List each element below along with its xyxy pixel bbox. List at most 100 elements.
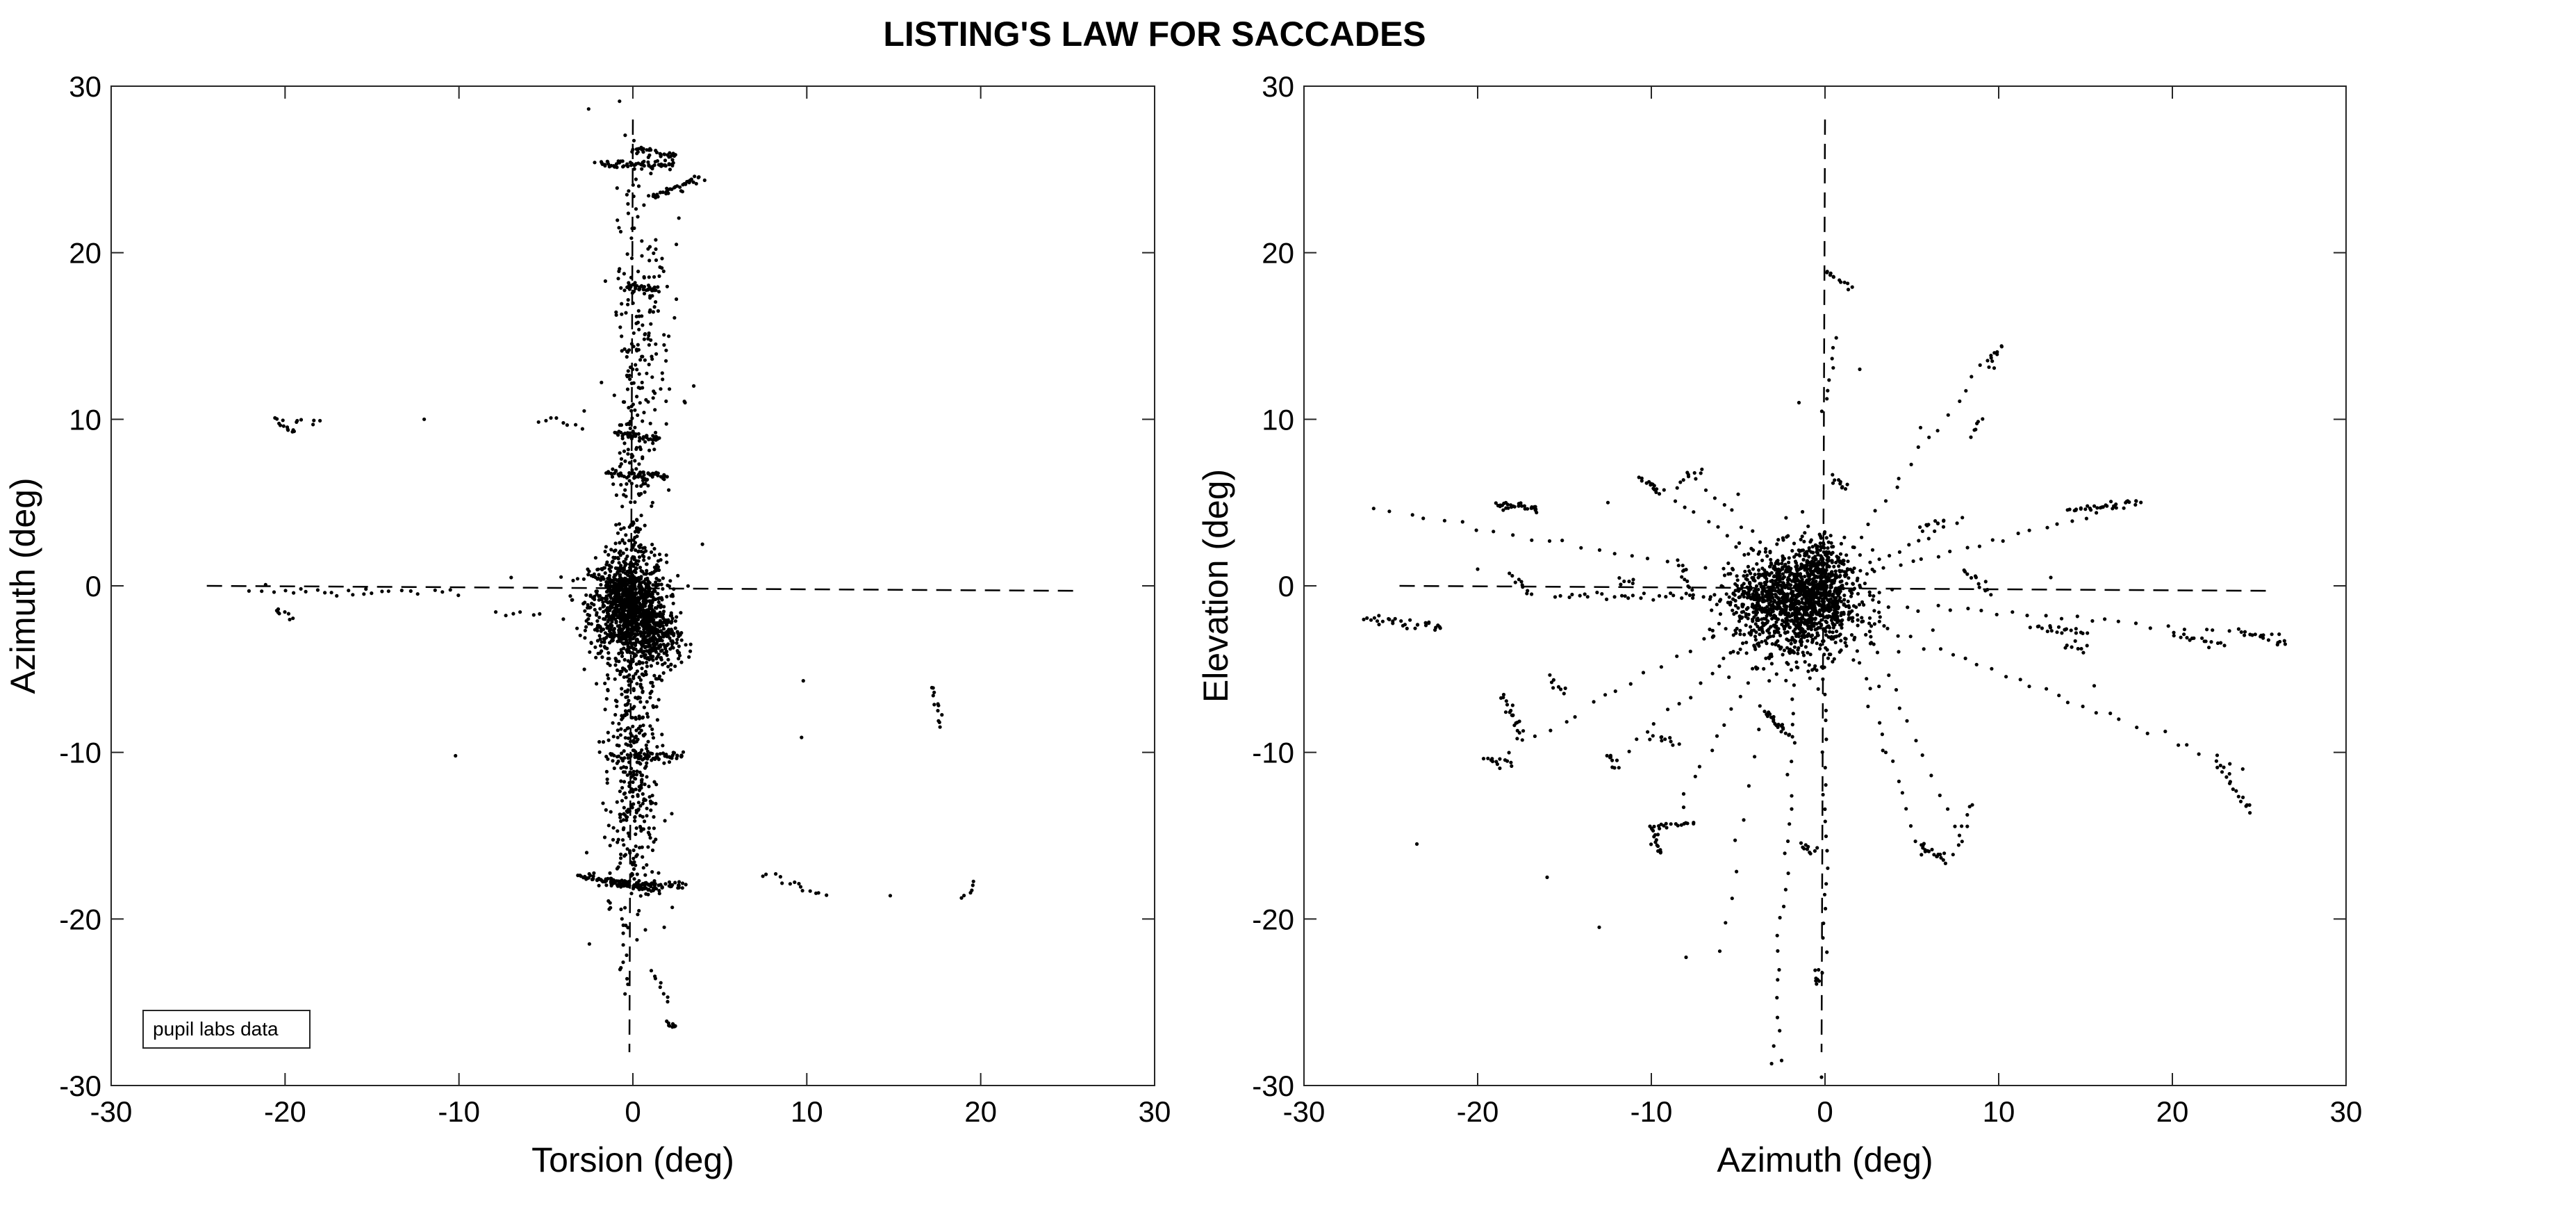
data-point — [1806, 650, 1810, 655]
data-point — [1826, 866, 1830, 870]
data-point — [686, 584, 691, 588]
data-point — [1815, 588, 1819, 592]
data-point — [1530, 592, 1534, 596]
data-point — [622, 854, 627, 858]
data-point — [1731, 608, 1735, 612]
data-point — [623, 906, 627, 910]
data-point — [1630, 581, 1635, 586]
data-point — [616, 829, 620, 833]
data-point — [2240, 767, 2245, 771]
data-point — [1833, 596, 1838, 600]
data-point — [1833, 569, 1838, 573]
data-point — [618, 159, 623, 163]
data-point — [1753, 638, 1758, 642]
data-point — [1833, 576, 1838, 580]
data-point — [1820, 560, 1824, 564]
data-point — [1769, 1061, 1774, 1066]
data-point — [1957, 833, 1962, 837]
data-point — [618, 325, 622, 329]
data-point — [629, 892, 634, 896]
data-point — [1764, 656, 1768, 660]
data-point — [1782, 904, 1786, 908]
data-point — [1770, 616, 1774, 621]
data-point — [1391, 619, 1395, 623]
data-point — [2045, 525, 2049, 530]
data-point — [633, 459, 637, 463]
data-point — [654, 247, 658, 252]
data-point — [1615, 758, 1619, 762]
data-point — [659, 164, 663, 168]
data-point — [1652, 824, 1656, 828]
data-point — [637, 472, 641, 476]
data-point — [645, 714, 650, 719]
data-point — [399, 589, 404, 593]
data-point — [622, 441, 627, 445]
data-point — [1827, 572, 1831, 576]
data-point — [1502, 501, 1506, 506]
data-point — [632, 167, 636, 171]
data-point — [670, 812, 674, 816]
data-point — [596, 651, 600, 655]
data-point — [936, 703, 941, 707]
data-point — [938, 725, 942, 729]
data-point — [627, 614, 631, 619]
data-point — [1635, 737, 1639, 742]
data-point — [666, 995, 670, 999]
data-point — [1921, 844, 1925, 848]
data-point — [654, 580, 658, 584]
data-point — [675, 297, 679, 302]
data-point — [618, 612, 622, 616]
data-point — [626, 982, 630, 986]
data-point — [657, 871, 661, 875]
data-point — [621, 551, 625, 555]
data-point — [1809, 634, 1813, 639]
data-point — [641, 723, 645, 728]
data-point — [1794, 582, 1798, 587]
data-point — [1775, 578, 1780, 582]
data-point — [1839, 600, 1843, 604]
data-point — [631, 331, 636, 335]
data-point — [1387, 509, 1392, 514]
data-point — [1710, 628, 1715, 633]
data-point — [673, 881, 677, 885]
y-tick-label: -10 — [1252, 737, 1294, 769]
data-point — [1767, 631, 1772, 635]
data-point — [1819, 409, 1824, 413]
data-point — [1861, 619, 1865, 623]
data-point — [679, 755, 684, 759]
data-point — [1815, 846, 1819, 850]
data-point — [616, 218, 620, 222]
data-point — [1676, 824, 1680, 828]
data-point — [631, 867, 636, 871]
data-point — [624, 695, 628, 699]
data-point — [634, 445, 639, 450]
data-point — [1919, 557, 1923, 562]
data-point — [599, 644, 603, 648]
x-tick-label: 30 — [2330, 1095, 2363, 1128]
data-point — [651, 684, 655, 689]
data-point — [606, 160, 610, 164]
data-point — [637, 731, 642, 735]
data-point — [601, 605, 605, 609]
data-point — [1827, 652, 1831, 657]
data-point — [1722, 573, 1727, 578]
data-point — [2049, 629, 2054, 633]
data-point — [1831, 625, 1835, 630]
data-point — [665, 560, 669, 564]
data-point — [663, 164, 668, 168]
data-point — [663, 158, 668, 163]
data-point — [1933, 529, 1937, 534]
data-point — [1760, 590, 1765, 594]
data-point — [1917, 539, 1921, 543]
data-point — [1760, 573, 1764, 578]
data-point — [1774, 672, 1778, 676]
data-point — [1724, 627, 1728, 631]
data-point — [1751, 567, 1756, 571]
data-point — [642, 411, 646, 415]
data-point — [636, 600, 640, 604]
data-point — [1882, 624, 1886, 628]
data-point — [1736, 650, 1740, 655]
data-point — [624, 533, 628, 537]
data-point — [648, 421, 652, 426]
data-point — [637, 788, 642, 792]
